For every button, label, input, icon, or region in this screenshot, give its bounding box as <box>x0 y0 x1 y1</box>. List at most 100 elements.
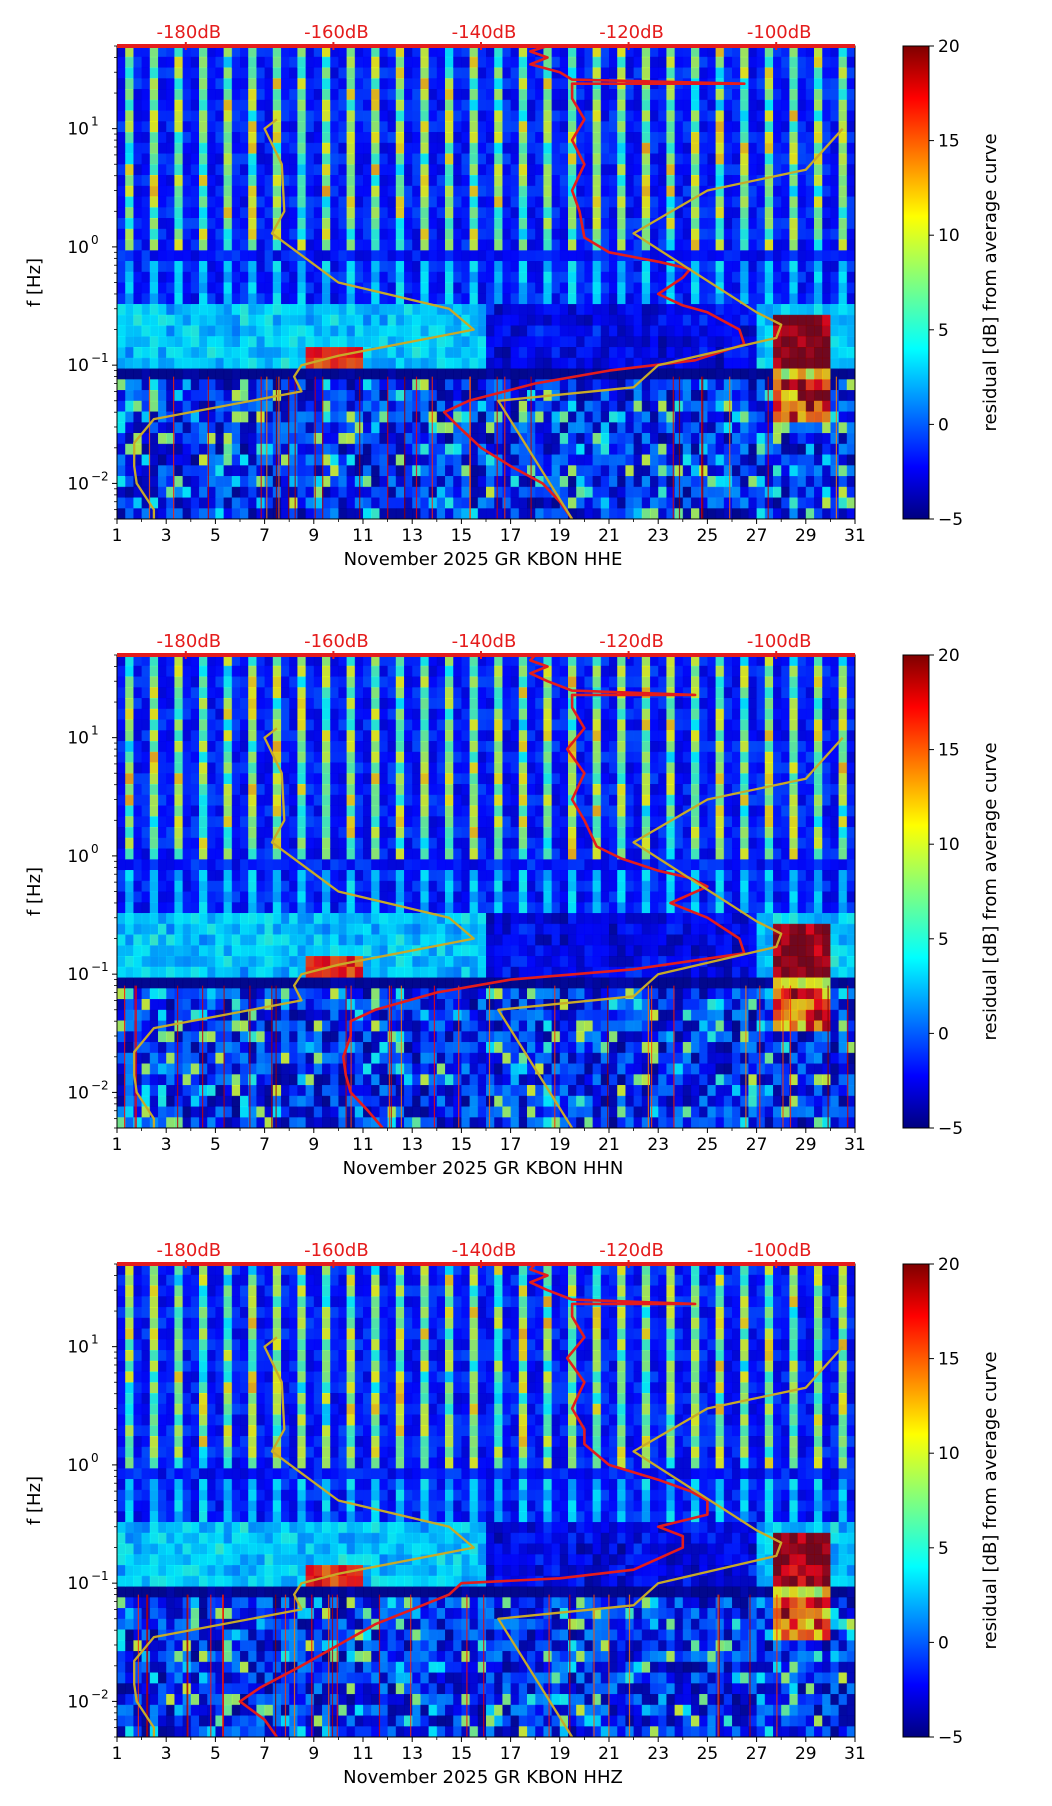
series-line-1 <box>133 1336 475 1737</box>
x-tick-label: 13 <box>401 1135 423 1155</box>
x-tick-label: 15 <box>451 1744 473 1764</box>
colorbar-label: residual [dB] from average curve <box>980 742 1001 1040</box>
y-tick-exponent: 1 <box>91 115 99 129</box>
y-axis-label: f [Hz] <box>24 867 45 916</box>
y-tick-label: 10 <box>67 474 89 494</box>
y-axis-label: f [Hz] <box>24 258 45 307</box>
y-tick-label: 10 <box>67 1574 89 1594</box>
top-db-label: -120dB <box>599 1240 664 1261</box>
series-line-2 <box>497 736 844 1128</box>
top-db-label: -160dB <box>304 631 369 652</box>
y-tick-exponent: −1 <box>91 960 109 974</box>
top-db-label: -100dB <box>747 631 812 652</box>
y-tick-label: 10 <box>67 1338 89 1358</box>
y-tick-exponent: −2 <box>91 469 109 483</box>
x-tick-label: 17 <box>500 526 522 546</box>
y-axis-label: f [Hz] <box>24 1476 45 1525</box>
x-tick-label: 25 <box>697 526 719 546</box>
y-tick-label: 10 <box>67 1456 89 1476</box>
x-tick-label: 23 <box>647 1744 669 1764</box>
x-tick-label: 1 <box>112 526 123 546</box>
x-tick-label: 23 <box>647 1135 669 1155</box>
colorbar-tick-label: −5 <box>938 510 963 530</box>
top-db-label: -100dB <box>747 22 812 43</box>
x-tick-label: 11 <box>352 526 374 546</box>
colorbar-tick-label: −5 <box>938 1728 963 1748</box>
x-tick-label: 5 <box>210 1135 221 1155</box>
x-tick-label: 15 <box>451 526 473 546</box>
x-tick-label: 31 <box>844 1135 866 1155</box>
colorbar-gradient <box>902 1263 930 1738</box>
x-tick-label: 3 <box>161 1744 172 1764</box>
colorbar: 20 15 10 5 0 −5 residual [dB] from average cur… <box>902 37 1001 530</box>
x-tick-label: 11 <box>352 1744 374 1764</box>
x-tick-label: 9 <box>308 1744 319 1764</box>
x-tick-label: 13 <box>401 526 423 546</box>
x-tick-label: 19 <box>549 1135 571 1155</box>
x-tick-label: 3 <box>161 526 172 546</box>
x-tick-label: 9 <box>308 1135 319 1155</box>
colorbar-tick-label: 10 <box>938 835 960 855</box>
spectrogram <box>117 46 855 519</box>
y-tick-exponent: 1 <box>91 724 99 738</box>
x-tick-label: 17 <box>500 1135 522 1155</box>
x-tick-label: 3 <box>161 1135 172 1155</box>
x-tick-label: 19 <box>549 1744 571 1764</box>
series-line-0 <box>238 1264 709 1737</box>
x-tick-label: 21 <box>598 1744 620 1764</box>
x-tick-label: 27 <box>746 1135 768 1155</box>
x-tick-label: 27 <box>746 1744 768 1764</box>
colorbar-gradient <box>902 45 930 520</box>
x-tick-label: 29 <box>795 1744 817 1764</box>
colorbar-tick-label: 10 <box>938 226 960 246</box>
spectrogram <box>117 655 855 1128</box>
y-tick-exponent: −2 <box>91 1078 109 1092</box>
x-tick-label: 19 <box>549 526 571 546</box>
series-line-0 <box>341 655 746 1128</box>
top-db-label: -180dB <box>156 1240 221 1261</box>
x-axis-label: November 2025 GR KBON HHE <box>344 549 623 570</box>
x-tick-label: 17 <box>500 1744 522 1764</box>
y-tick-label: 10 <box>67 847 89 867</box>
colorbar: 20 15 10 5 0 −5 residual [dB] from average cur… <box>902 646 1001 1139</box>
x-tick-label: 9 <box>308 526 319 546</box>
colorbar-label: residual [dB] from average curve <box>980 1351 1001 1649</box>
colorbar-tick-label: 0 <box>938 1633 949 1653</box>
colorbar-tick-label: 15 <box>938 741 960 761</box>
top-db-label: -160dB <box>304 22 369 43</box>
colorbar-tick-label: 0 <box>938 1024 949 1044</box>
top-db-label: -140dB <box>452 631 517 652</box>
series-line-1 <box>133 118 475 519</box>
colorbar-tick-label: 15 <box>938 1350 960 1370</box>
x-tick-label: 25 <box>697 1744 719 1764</box>
y-tick-exponent: −2 <box>91 1687 109 1701</box>
top-db-label: -140dB <box>452 22 517 43</box>
colorbar-tick-label: −5 <box>938 1119 963 1139</box>
colorbar-tick-label: 20 <box>938 37 960 57</box>
colorbar-tick-label: 15 <box>938 132 960 152</box>
x-tick-label: 7 <box>259 1744 270 1764</box>
y-tick-label: 10 <box>67 1692 89 1712</box>
x-tick-label: 13 <box>401 1744 423 1764</box>
y-tick-label: 10 <box>67 1083 89 1103</box>
colorbar-tick-label: 5 <box>938 930 949 950</box>
top-db-label: -140dB <box>452 1240 517 1261</box>
x-tick-label: 5 <box>210 1744 221 1764</box>
x-tick-label: 7 <box>259 1135 270 1155</box>
y-tick-label: 10 <box>67 238 89 258</box>
colorbar-tick-label: 5 <box>938 321 949 341</box>
top-db-label: -180dB <box>156 22 221 43</box>
y-tick-label: 10 <box>67 120 89 140</box>
x-tick-label: 15 <box>451 1135 473 1155</box>
x-tick-label: 31 <box>844 1744 866 1764</box>
colorbar-tick-label: 0 <box>938 415 949 435</box>
colorbar: 20 15 10 5 0 −5 residual [dB] from average cur… <box>902 1255 1001 1748</box>
y-tick-exponent: 0 <box>91 1451 99 1465</box>
x-tick-label: 31 <box>844 526 866 546</box>
x-tick-label: 29 <box>795 526 817 546</box>
x-axis-label: November 2025 GR KBON HHN <box>343 1158 624 1179</box>
